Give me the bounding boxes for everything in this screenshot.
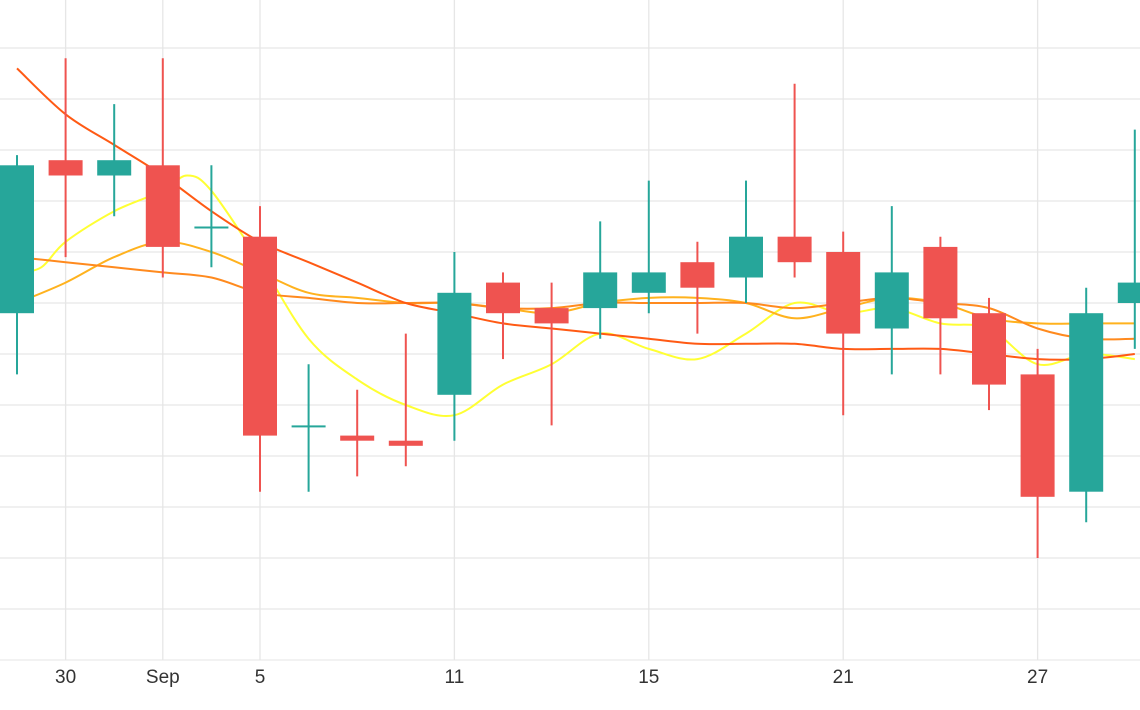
candle-body-up [583, 272, 618, 309]
candle-body-down [486, 282, 520, 314]
x-tick-label: 30 [55, 667, 76, 688]
candle-body-down [534, 308, 569, 324]
candle-body-up [729, 236, 763, 278]
candle-body-down [777, 236, 812, 263]
candle-body-up [874, 272, 909, 329]
candle-body-up [437, 292, 472, 395]
moving-average-line [16, 67, 1135, 361]
x-tick-label: 5 [255, 667, 266, 688]
candle-body-down [923, 246, 958, 319]
candle-body-up [0, 165, 34, 314]
candle-body-down [48, 160, 83, 176]
candle-body-down [340, 435, 375, 441]
candle-body-down [388, 440, 423, 446]
candle-body-up [631, 272, 666, 293]
candle-body-up [291, 425, 326, 428]
moving-average-lines [16, 67, 1135, 417]
candle-body-up [1117, 282, 1140, 303]
candle-body-down [145, 165, 180, 247]
candle-body-down [680, 262, 715, 288]
candle-body-up [194, 226, 229, 229]
x-axis-ticks: 30 Sep 5 11 15 21 27 [55, 667, 1048, 688]
x-tick-label: 15 [638, 667, 659, 688]
x-tick-label: Sep [146, 667, 180, 688]
moving-average-line [16, 256, 1135, 341]
moving-average-line [16, 240, 1135, 325]
candle-body-down [972, 313, 1006, 385]
candle-body-down [243, 236, 277, 436]
candle-body-up [1069, 313, 1104, 492]
candles [0, 58, 1140, 558]
x-tick-label: 21 [833, 667, 854, 688]
candle-body-up [97, 160, 132, 176]
candle-body-down [826, 252, 861, 334]
candle-body-down [1020, 374, 1055, 497]
moving-average-line [16, 174, 1135, 417]
x-tick-label: 11 [445, 667, 465, 688]
x-tick-label: 27 [1027, 667, 1048, 688]
horizontal-gridlines [0, 47, 1140, 610]
